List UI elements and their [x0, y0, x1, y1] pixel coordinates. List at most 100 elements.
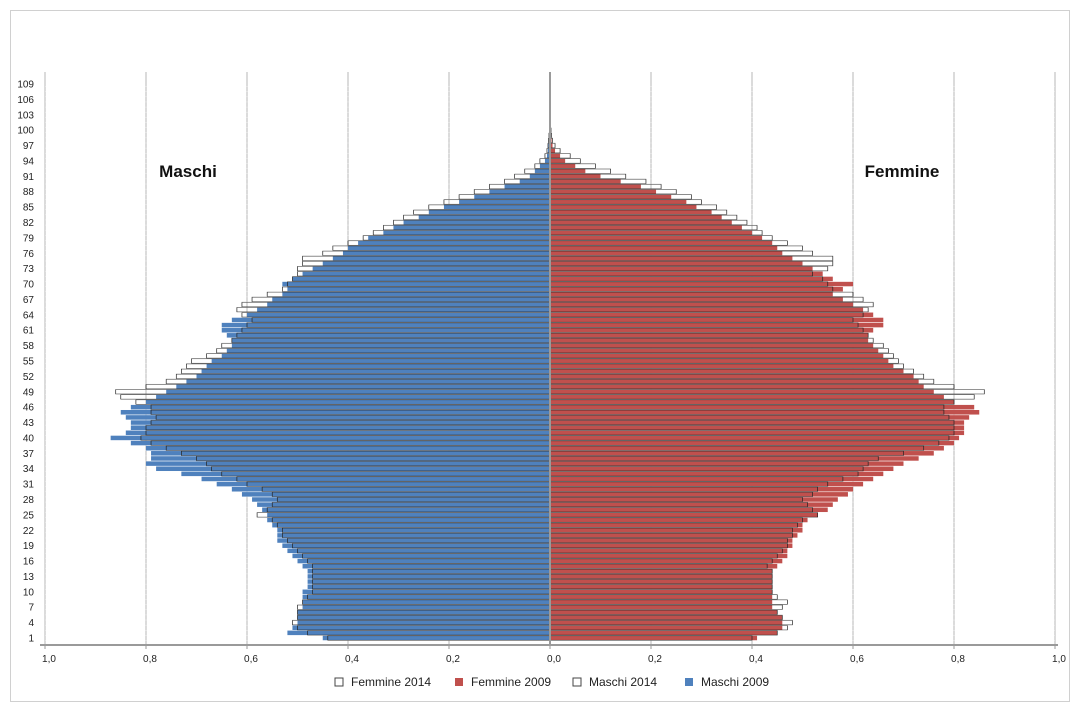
- bar-maschi-2009: [292, 625, 550, 631]
- bar-maschi-2009: [302, 589, 550, 595]
- bar-femmine-2009: [550, 261, 803, 266]
- bar-maschi-2009: [120, 409, 550, 415]
- bar-femmine-2009: [550, 533, 798, 538]
- y-tick-label: 1: [28, 634, 34, 645]
- bar-maschi-2009: [166, 389, 550, 395]
- bar-femmine-2009: [550, 620, 783, 625]
- x-tick-label: 0,6: [244, 654, 258, 665]
- bar-femmine-2009: [550, 574, 773, 579]
- bar-femmine-2009: [550, 389, 934, 395]
- bar-maschi-2009: [529, 174, 550, 179]
- bar-femmine-2009: [550, 435, 960, 441]
- y-tick-label: 79: [23, 233, 35, 244]
- bar-femmine-2009: [550, 548, 788, 554]
- left-panel-label: Maschi: [159, 162, 217, 181]
- bar-maschi-2009: [277, 527, 550, 533]
- legend-swatch: [685, 678, 693, 686]
- bar-maschi-2009: [307, 569, 550, 574]
- bar-femmine-2009: [550, 594, 773, 600]
- bar-maschi-2009: [186, 379, 550, 384]
- y-tick-label: 4: [28, 618, 34, 629]
- bar-femmine-2009: [550, 158, 566, 164]
- bar-femmine-2009: [550, 599, 773, 605]
- y-tick-label: 28: [23, 495, 35, 506]
- bar-femmine-2009: [550, 245, 778, 251]
- y-tick-label: 91: [23, 172, 35, 183]
- bar-femmine-2009: [550, 466, 894, 472]
- bar-femmine-2009: [550, 543, 793, 548]
- y-tick-label: 31: [23, 480, 35, 491]
- legend-swatch: [572, 677, 582, 687]
- bar-maschi-2009: [297, 610, 550, 615]
- bar-maschi-2009: [125, 415, 551, 420]
- y-tick-label: 43: [23, 418, 35, 429]
- y-tick-label: 34: [23, 464, 35, 475]
- legend-swatch: [334, 677, 344, 687]
- bar-femmine-2009: [550, 399, 954, 405]
- bar-maschi-2009: [206, 363, 550, 369]
- bar-maschi-2009: [539, 163, 550, 169]
- bar-maschi-2009: [130, 420, 550, 425]
- bar-femmine-2009: [550, 235, 763, 241]
- y-tick-label: 103: [17, 110, 34, 121]
- bar-femmine-2009: [550, 184, 641, 189]
- bar-maschi-2009: [201, 476, 551, 482]
- bar-femmine-2009: [550, 451, 934, 456]
- bar-femmine-2009: [550, 148, 556, 153]
- bar-maschi-2009: [368, 235, 550, 241]
- x-tick-label: 0,4: [345, 654, 359, 665]
- bar-femmine-2009: [550, 343, 874, 348]
- bar-maschi-2009: [459, 199, 550, 205]
- bar-femmine-2009: [550, 292, 833, 297]
- bar-maschi-2009: [201, 368, 551, 374]
- bar-maschi-2009: [547, 148, 550, 153]
- bar-femmine-2009: [550, 481, 864, 487]
- x-tick-label: 0,2: [446, 654, 460, 665]
- x-tick-label: 0,6: [850, 654, 864, 665]
- bar-femmine-2009: [550, 209, 712, 215]
- bar-femmine-2009: [550, 358, 889, 364]
- bar-maschi-2009: [216, 481, 550, 487]
- bar-maschi-2009: [307, 574, 550, 579]
- bar-femmine-2009: [550, 317, 884, 323]
- y-tick-label: 55: [23, 357, 35, 368]
- y-tick-label: 7: [28, 603, 34, 614]
- bar-maschi-2009: [282, 543, 550, 548]
- bar-femmine-2009: [550, 256, 793, 261]
- bar-maschi-2009: [130, 425, 550, 430]
- bar-femmine-2009: [550, 476, 874, 482]
- bar-femmine-2009: [550, 204, 697, 210]
- bar-femmine-2009: [550, 286, 843, 292]
- y-tick-label: 22: [23, 526, 35, 537]
- bar-femmine-2009: [550, 512, 818, 518]
- bar-maschi-2009: [231, 317, 550, 323]
- bar-femmine-2009: [550, 486, 853, 492]
- bar-maschi-2009: [287, 548, 550, 554]
- bar-femmine-2009: [550, 338, 869, 343]
- bar-maschi-2009: [474, 194, 550, 200]
- bar-femmine-2009: [550, 394, 944, 400]
- bar-maschi-2009: [383, 230, 550, 236]
- bar-femmine-2009: [550, 363, 894, 369]
- bar-maschi-2009: [231, 343, 550, 348]
- x-tick-label: 1,0: [1052, 654, 1066, 665]
- bar-femmine-2009: [550, 230, 752, 236]
- bar-maschi-2009: [110, 435, 551, 441]
- bar-femmine-2009: [550, 558, 783, 564]
- bar-femmine-2009: [550, 522, 803, 528]
- bar-femmine-2009: [550, 179, 621, 184]
- bar-femmine-2009: [550, 425, 965, 430]
- bar-femmine-2009: [550, 297, 843, 302]
- legend-swatch: [455, 678, 463, 686]
- bar-femmine-2009: [550, 538, 793, 543]
- bar-maschi-2009: [267, 302, 550, 307]
- y-tick-label: 58: [23, 341, 35, 352]
- bar-maschi-2009: [297, 620, 550, 625]
- bar-femmine-2009: [550, 312, 874, 318]
- bar-femmine-2009: [550, 569, 773, 574]
- bar-maschi-2009: [348, 245, 550, 251]
- bar-femmine-2009: [550, 302, 853, 307]
- bar-maschi-2009: [287, 630, 550, 636]
- bar-femmine-2009: [550, 281, 853, 287]
